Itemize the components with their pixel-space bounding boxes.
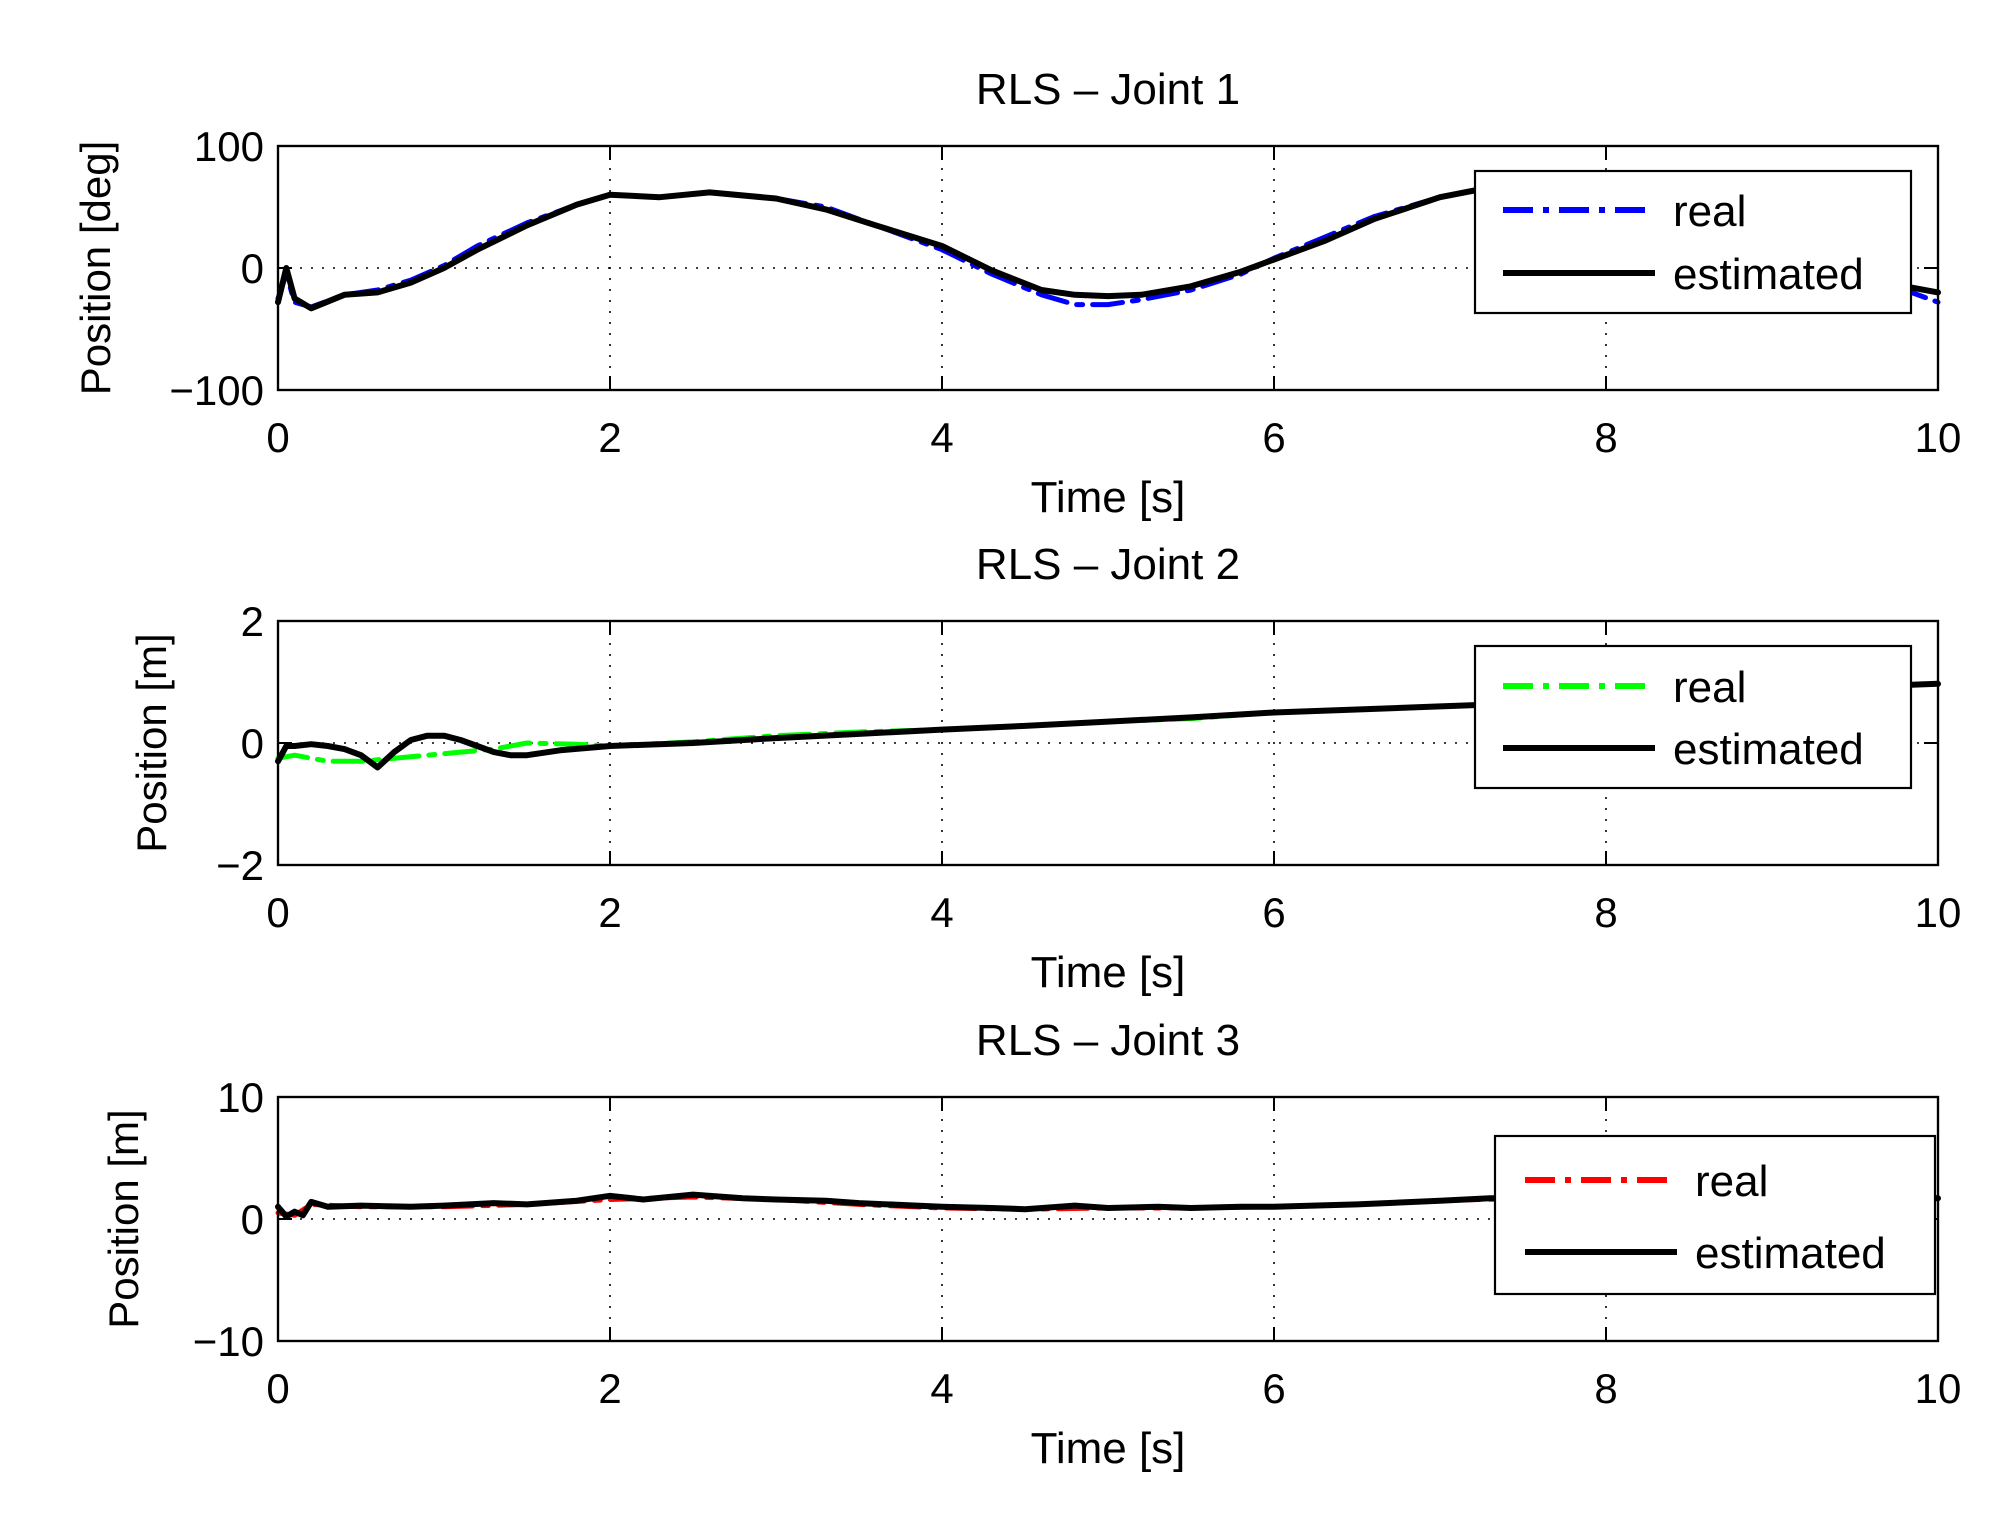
x-tick-label: 8 <box>1594 414 1617 461</box>
subplot-joint-2: RLS – Joint 2 0 2 4 6 8 10 −2 0 2 Time [… <box>128 540 1961 997</box>
y-axis-label: Position [m] <box>100 1109 147 1328</box>
x-tick-label: 6 <box>1262 414 1285 461</box>
legend-box <box>1473 169 1913 315</box>
x-tick-label: 0 <box>266 889 289 936</box>
y-tick-label: 0 <box>241 245 264 292</box>
legend: real estimated <box>1473 169 1913 315</box>
x-tick-label: 0 <box>266 414 289 461</box>
chart-title: RLS – Joint 2 <box>976 540 1240 589</box>
y-tick-label: 10 <box>217 1074 264 1121</box>
legend-label-estimated: estimated <box>1673 250 1864 299</box>
y-tick-label: 2 <box>241 598 264 645</box>
chart-title: RLS – Joint 1 <box>976 65 1240 114</box>
x-tick-label: 8 <box>1594 1365 1617 1412</box>
legend-label-real: real <box>1695 1157 1768 1206</box>
y-tick-label: −100 <box>169 367 264 414</box>
x-tick-label: 10 <box>1915 1365 1962 1412</box>
x-tick-label: 6 <box>1262 1365 1285 1412</box>
series-line-estimated <box>275 680 1941 771</box>
y-tick-label: −2 <box>216 842 264 889</box>
legend-label-estimated: estimated <box>1673 725 1864 774</box>
x-tick-label: 8 <box>1594 889 1617 936</box>
x-axis-label: Time [s] <box>1031 948 1186 997</box>
series-line-estimated <box>275 1191 1941 1220</box>
legend-label-real: real <box>1673 187 1746 236</box>
tick-marks <box>277 145 1939 391</box>
y-tick-label: 100 <box>194 123 264 170</box>
y-tick-label: −10 <box>193 1318 264 1365</box>
x-tick-label: 2 <box>598 1365 621 1412</box>
y-axis-label: Position [deg] <box>72 141 119 396</box>
tick-marks <box>277 620 1939 866</box>
x-tick-label: 0 <box>266 1365 289 1412</box>
y-tick-label: 0 <box>241 720 264 767</box>
legend-label-real: real <box>1673 663 1746 712</box>
legend: real estimated <box>1493 1134 1937 1296</box>
x-tick-label: 6 <box>1262 889 1285 936</box>
x-tick-label: 4 <box>930 889 953 936</box>
legend: real estimated <box>1473 644 1913 790</box>
legend-box <box>1473 644 1913 790</box>
subplot-joint-3: RLS – Joint 3 0 2 4 6 8 10 −10 0 10 Time… <box>100 1016 1961 1473</box>
x-tick-label: 4 <box>930 414 953 461</box>
chart-title: RLS – Joint 3 <box>976 1016 1240 1065</box>
x-tick-label: 10 <box>1915 414 1962 461</box>
y-tick-label: 0 <box>241 1196 264 1243</box>
x-axis-label: Time [s] <box>1031 1424 1186 1473</box>
x-tick-label: 2 <box>598 889 621 936</box>
x-axis-label: Time [s] <box>1031 473 1186 522</box>
x-tick-label: 4 <box>930 1365 953 1412</box>
legend-label-estimated: estimated <box>1695 1229 1886 1278</box>
y-axis-label: Position [m] <box>128 633 175 852</box>
x-tick-label: 2 <box>598 414 621 461</box>
subplot-joint-1: RLS – Joint 1 0 2 4 6 8 10 −100 0 100 Ti… <box>72 65 1961 522</box>
legend-box <box>1493 1134 1937 1296</box>
x-tick-label: 10 <box>1915 889 1962 936</box>
